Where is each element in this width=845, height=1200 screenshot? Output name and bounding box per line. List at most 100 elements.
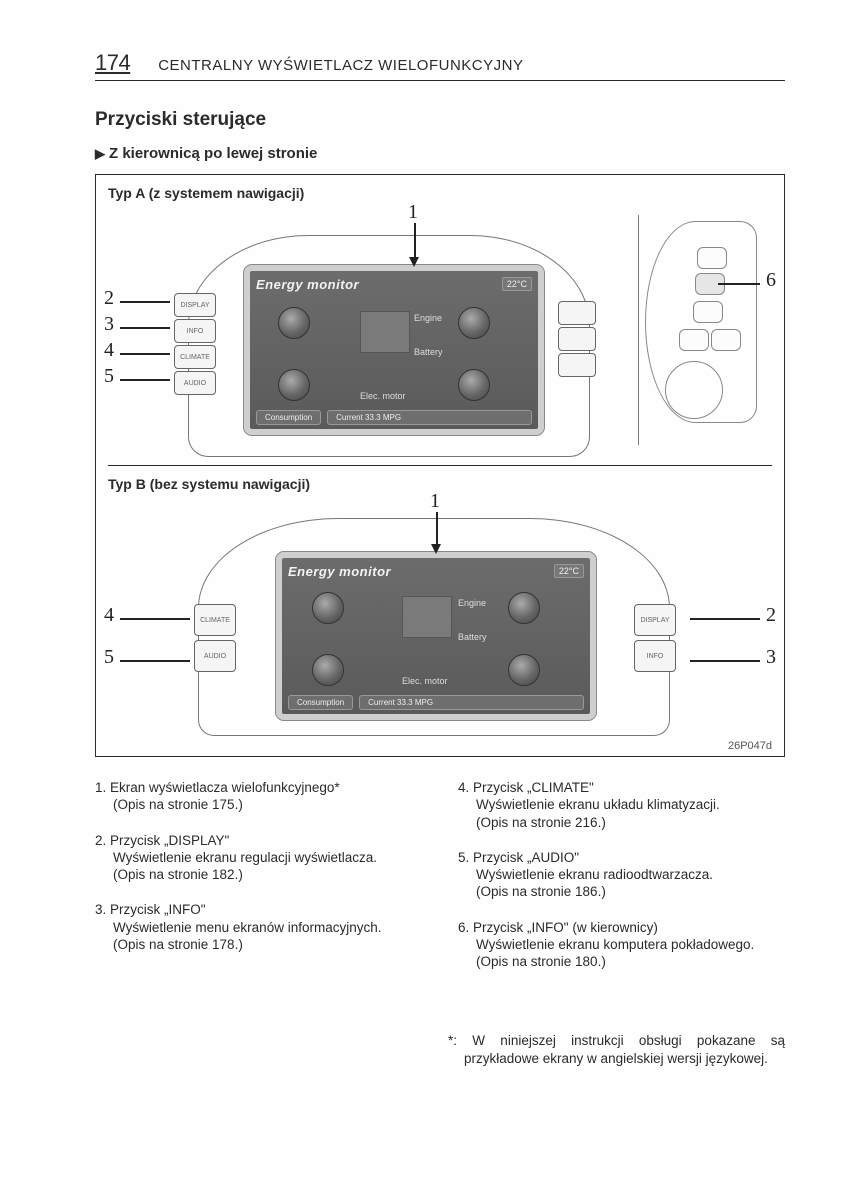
item-text: Przycisk „CLIMATE" — [473, 780, 594, 795]
right-button-3[interactable] — [558, 353, 596, 377]
callout-1: 1 — [408, 201, 418, 224]
screen-temp: 22°C — [554, 564, 584, 578]
wheel-icon — [278, 369, 310, 401]
consumption-button[interactable]: Consumption — [288, 695, 353, 710]
diagram-type-b: CLIMATE AUDIO DISPLAY INFO Energy monito… — [108, 496, 772, 742]
callout-2: 2 — [766, 604, 776, 627]
engine-label: Engine — [458, 598, 486, 608]
battery-label: Battery — [458, 632, 487, 642]
lead-line — [690, 618, 760, 620]
callout-4: 4 — [104, 339, 114, 362]
steering-button[interactable] — [711, 329, 741, 351]
climate-button[interactable]: CLIMATE — [174, 345, 216, 369]
screen-title: Energy monitor — [288, 564, 391, 579]
item-page-ref: (Opis na stronie 178.) — [113, 937, 243, 952]
legend-item-4: 4. Przycisk „CLIMATE" Wyświetlenie ekran… — [458, 779, 785, 831]
display-screen[interactable]: Energy monitor 22°C Engine Battery Elec.… — [276, 552, 596, 720]
screen-bottom-bar: Consumption Current 33.3 MPG — [288, 695, 584, 710]
item-text: Ekran wyświetlacza wielofunkcyjnego* — [110, 780, 340, 795]
subsection-heading: ▶Z kierownicą po lewej stronie — [95, 145, 785, 162]
page-header: 174 CENTRALNY WYŚWIETLACZ WIELOFUNKCYJNY — [95, 50, 785, 81]
lead-line — [120, 327, 170, 329]
info-button[interactable]: INFO — [174, 319, 216, 343]
audio-button[interactable]: AUDIO — [174, 371, 216, 395]
wheel-icon — [508, 592, 540, 624]
steering-button[interactable] — [697, 247, 727, 269]
chapter-title: CENTRALNY WYŚWIETLACZ WIELOFUNKCYJNY — [158, 57, 523, 74]
steering-panel — [638, 215, 759, 445]
item-desc: Wyświetlenie ekranu komputera pokładoweg… — [476, 937, 754, 952]
lead-line — [690, 660, 760, 662]
steering-dpad[interactable] — [665, 361, 723, 419]
callout-4: 4 — [104, 604, 114, 627]
engine-block-icon — [402, 596, 452, 638]
legend-item-1: 1. Ekran wyświetlacza wielofunkcyjnego* … — [95, 779, 422, 814]
callout-2: 2 — [104, 287, 114, 310]
callout-5: 5 — [104, 646, 114, 669]
lead-line — [414, 223, 416, 259]
wheel-icon — [312, 654, 344, 686]
current-button[interactable]: Current 33.3 MPG — [359, 695, 584, 710]
item-page-ref: (Opis na stronie 175.) — [113, 797, 243, 812]
display-button[interactable]: DISPLAY — [634, 604, 676, 636]
steering-button[interactable] — [679, 329, 709, 351]
consumption-button[interactable]: Consumption — [256, 410, 321, 425]
display-screen[interactable]: Energy monitor 22°C Engine Battery Elec.… — [244, 265, 544, 435]
lead-line — [120, 618, 190, 620]
callout-5: 5 — [104, 365, 114, 388]
legend-column-left: 1. Ekran wyświetlacza wielofunkcyjnego* … — [95, 779, 422, 988]
legend-columns: 1. Ekran wyświetlacza wielofunkcyjnego* … — [95, 779, 785, 988]
right-button-1[interactable] — [558, 301, 596, 325]
screen-title: Energy monitor — [256, 277, 359, 292]
item-number: 2. — [95, 833, 106, 848]
subheading-text: Z kierownicą po lewej stronie — [109, 145, 317, 162]
triangle-icon: ▶ — [95, 146, 105, 162]
wheel-icon — [508, 654, 540, 686]
page-number: 174 — [95, 50, 130, 76]
lead-line — [718, 283, 760, 285]
lead-line — [120, 660, 190, 662]
item-page-ref: (Opis na stronie 182.) — [113, 867, 243, 882]
item-desc: Wyświetlenie ekranu układu klimatyzacji. — [476, 797, 720, 812]
arrowhead-icon — [431, 544, 441, 554]
footnote: *: W niniejszej instrukcji obsługi pokaz… — [440, 1032, 785, 1067]
callout-3: 3 — [104, 313, 114, 336]
battery-label: Battery — [414, 347, 443, 357]
item-number: 3. — [95, 902, 106, 917]
wheel-icon — [458, 307, 490, 339]
lead-line — [120, 379, 170, 381]
arrowhead-icon — [409, 257, 419, 267]
section-heading: Przyciski sterujące — [95, 109, 785, 131]
display-button[interactable]: DISPLAY — [174, 293, 216, 317]
climate-button[interactable]: CLIMATE — [194, 604, 236, 636]
legend-item-2: 2. Przycisk „DISPLAY" Wyświetlenie ekran… — [95, 832, 422, 884]
figure-box: Typ A (z systemem nawigacji) DISPLAY INF… — [95, 174, 785, 757]
motor-label: Elec. motor — [360, 391, 406, 401]
legend-column-right: 4. Przycisk „CLIMATE" Wyświetlenie ekran… — [458, 779, 785, 988]
footnote-marker: *: — [448, 1033, 457, 1048]
type-b-title: Typ B (bez systemu nawigacji) — [108, 476, 772, 492]
audio-button[interactable]: AUDIO — [194, 640, 236, 672]
steering-button[interactable] — [693, 301, 723, 323]
item-number: 6. — [458, 920, 469, 935]
screen-bottom-bar: Consumption Current 33.3 MPG — [256, 410, 532, 425]
wheel-icon — [458, 369, 490, 401]
current-button[interactable]: Current 33.3 MPG — [327, 410, 532, 425]
engine-label: Engine — [414, 313, 442, 323]
lead-line — [120, 353, 170, 355]
screen-temp: 22°C — [502, 277, 532, 291]
item-page-ref: (Opis na stronie 180.) — [476, 954, 606, 969]
item-text: Przycisk „DISPLAY" — [110, 833, 229, 848]
item-number: 5. — [458, 850, 469, 865]
figure-divider — [108, 465, 772, 466]
info-button[interactable]: INFO — [634, 640, 676, 672]
item-desc: Wyświetlenie ekranu radioodtwarzacza. — [476, 867, 713, 882]
right-button-2[interactable] — [558, 327, 596, 351]
item-page-ref: (Opis na stronie 186.) — [476, 884, 606, 899]
manual-page: 174 CENTRALNY WYŚWIETLACZ WIELOFUNKCYJNY… — [0, 0, 845, 1200]
callout-1: 1 — [430, 490, 440, 513]
footnote-text: W niniejszej instrukcji obsługi pokazane… — [464, 1033, 785, 1066]
item-number: 1. — [95, 780, 106, 795]
lead-line — [120, 301, 170, 303]
item-text: Przycisk „AUDIO" — [473, 850, 579, 865]
